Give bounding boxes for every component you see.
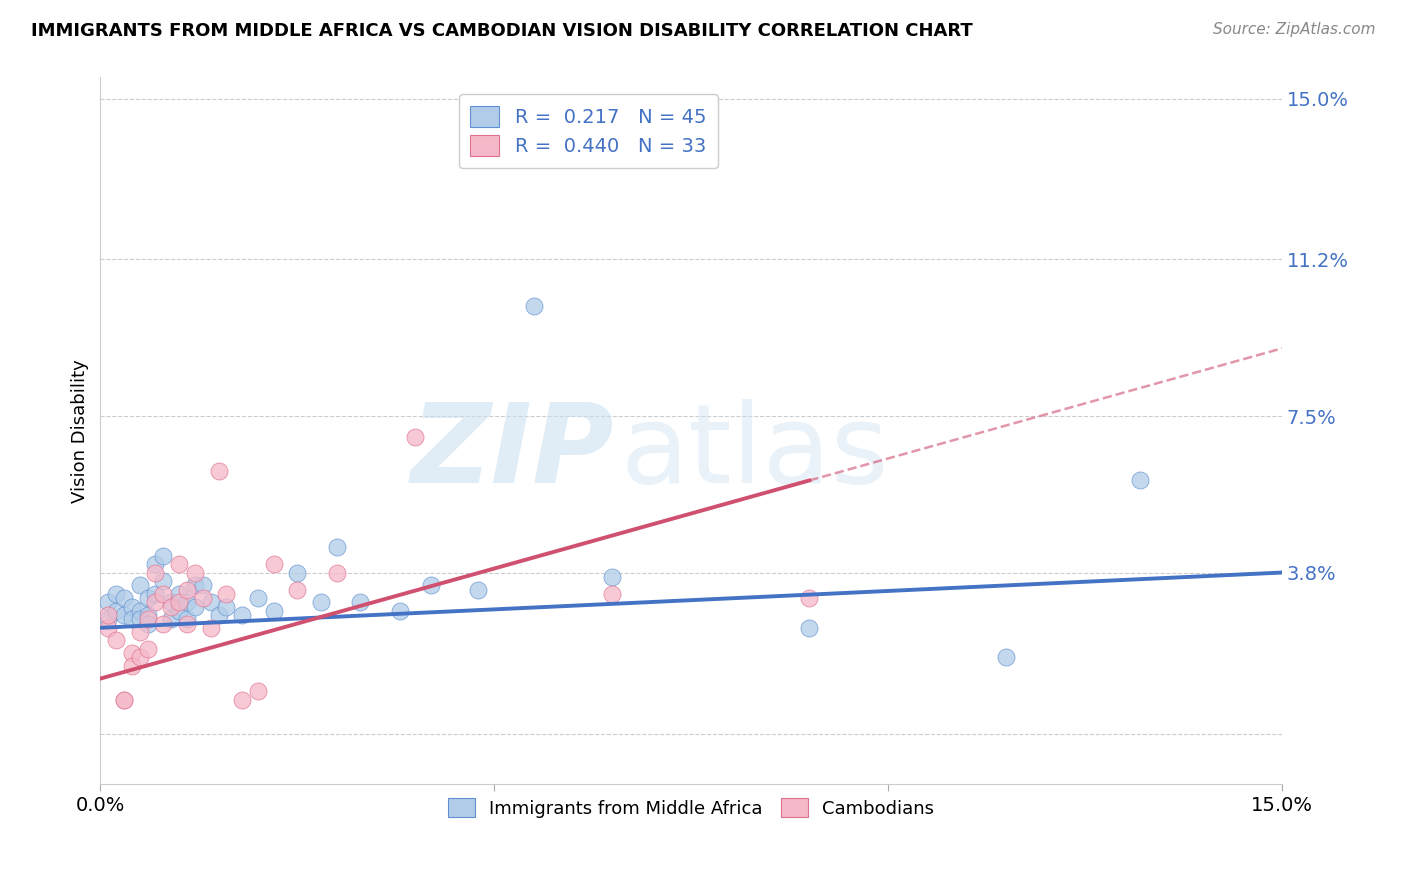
Point xyxy=(97,612,120,626)
Point xyxy=(97,608,120,623)
Point xyxy=(152,616,174,631)
Point xyxy=(799,591,821,606)
Text: Source: ZipAtlas.com: Source: ZipAtlas.com xyxy=(1212,22,1375,37)
Point xyxy=(128,578,150,592)
Point xyxy=(215,587,238,601)
Point xyxy=(128,604,150,618)
Point xyxy=(128,625,150,640)
Point xyxy=(145,595,167,609)
Point xyxy=(176,616,198,631)
Point xyxy=(191,591,214,606)
Point xyxy=(136,616,159,631)
Point xyxy=(1129,473,1152,487)
Point xyxy=(128,650,150,665)
Point xyxy=(121,599,143,614)
Point xyxy=(121,646,143,660)
Point xyxy=(285,582,308,597)
Point xyxy=(136,591,159,606)
Point xyxy=(105,633,128,648)
Point xyxy=(160,595,183,609)
Point xyxy=(207,464,229,478)
Point xyxy=(184,599,207,614)
Point xyxy=(112,608,135,623)
Point xyxy=(167,587,190,601)
Point xyxy=(176,595,198,609)
Point xyxy=(523,299,546,313)
Point xyxy=(176,612,198,626)
Point xyxy=(200,595,222,609)
Point xyxy=(191,578,214,592)
Point xyxy=(200,621,222,635)
Point xyxy=(160,612,183,626)
Point xyxy=(246,684,269,698)
Point xyxy=(121,659,143,673)
Text: IMMIGRANTS FROM MIDDLE AFRICA VS CAMBODIAN VISION DISABILITY CORRELATION CHART: IMMIGRANTS FROM MIDDLE AFRICA VS CAMBODI… xyxy=(31,22,973,40)
Point xyxy=(404,430,426,444)
Point xyxy=(263,604,285,618)
Point xyxy=(97,595,120,609)
Point xyxy=(105,587,128,601)
Point xyxy=(176,582,198,597)
Point xyxy=(152,587,174,601)
Point xyxy=(420,578,443,592)
Point xyxy=(602,587,624,601)
Point xyxy=(263,558,285,572)
Point xyxy=(388,604,411,618)
Point xyxy=(136,642,159,657)
Point xyxy=(231,608,253,623)
Point xyxy=(467,582,489,597)
Text: atlas: atlas xyxy=(620,399,889,506)
Legend: Immigrants from Middle Africa, Cambodians: Immigrants from Middle Africa, Cambodian… xyxy=(440,790,942,825)
Point xyxy=(112,692,135,706)
Point xyxy=(152,574,174,589)
Point xyxy=(325,541,347,555)
Text: ZIP: ZIP xyxy=(411,399,614,506)
Point xyxy=(309,595,332,609)
Point xyxy=(160,599,183,614)
Point xyxy=(112,591,135,606)
Point xyxy=(285,566,308,580)
Point xyxy=(145,566,167,580)
Point xyxy=(995,650,1018,665)
Y-axis label: Vision Disability: Vision Disability xyxy=(72,359,89,503)
Point xyxy=(128,612,150,626)
Point xyxy=(349,595,371,609)
Point xyxy=(145,558,167,572)
Point xyxy=(167,604,190,618)
Point xyxy=(215,599,238,614)
Point xyxy=(799,621,821,635)
Point xyxy=(152,549,174,563)
Point xyxy=(145,587,167,601)
Point xyxy=(325,566,347,580)
Point xyxy=(231,692,253,706)
Point xyxy=(184,578,207,592)
Point xyxy=(246,591,269,606)
Point xyxy=(167,595,190,609)
Point xyxy=(121,612,143,626)
Point xyxy=(136,612,159,626)
Point xyxy=(105,604,128,618)
Point xyxy=(207,608,229,623)
Point xyxy=(136,608,159,623)
Point xyxy=(97,621,120,635)
Point xyxy=(602,570,624,584)
Point xyxy=(112,692,135,706)
Point xyxy=(184,566,207,580)
Point xyxy=(167,558,190,572)
